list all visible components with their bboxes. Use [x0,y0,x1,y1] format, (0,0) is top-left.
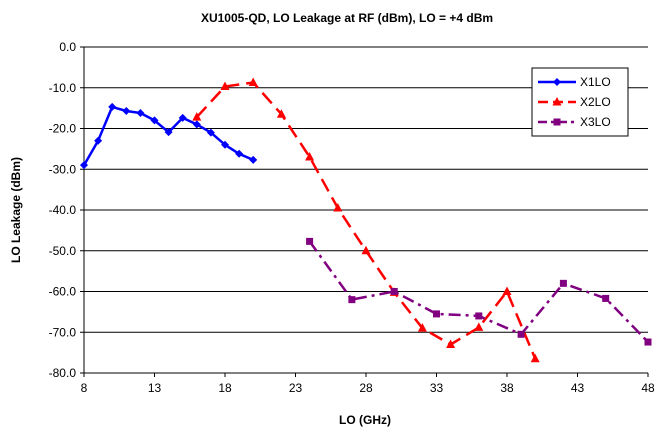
legend-entry-x1lo: X1LO [538,75,611,89]
legend-swatch-marker [552,97,562,106]
data-point-x1lo [108,102,117,111]
data-point-x2lo [305,152,315,161]
data-point-x1lo [80,161,88,170]
data-series [80,77,652,363]
data-point-x2lo [361,245,371,255]
data-point-x2lo [248,77,258,86]
y-axis-title: LO Leakage (dBm) [9,157,23,263]
data-point-x3lo [306,237,314,245]
y-tick-label: -70.0 [49,325,77,339]
data-point-x3lo [644,338,652,346]
x-tick-label: 8 [81,381,88,395]
data-point-x1lo [136,109,145,118]
data-point-x1lo [221,140,229,149]
data-point-x2lo [333,202,343,212]
x-axis-title: LO (GHz) [339,413,391,427]
x-tick-label: 18 [218,381,232,395]
data-point-x1lo [178,113,187,122]
data-point-x1lo [164,128,173,137]
series-x2lo [192,77,540,363]
data-point-x3lo [348,296,356,304]
data-point-x3lo [559,279,567,287]
x-tick-label: 38 [500,381,514,395]
x-tick-label: 33 [430,381,444,395]
data-point-x2lo [530,353,540,363]
legend: X1LO X2LO X3LO [531,67,629,137]
data-point-x2lo [417,323,427,332]
data-point-x1lo [150,116,159,125]
legend-label: X1LO [580,75,611,89]
data-point-x3lo [517,330,525,338]
data-point-x2lo [276,109,286,118]
x-tick-label: 43 [571,381,585,395]
y-tick-label: -80.0 [49,366,77,380]
data-point-x1lo [206,128,215,137]
legend-swatch-marker [553,78,561,86]
data-point-x3lo [433,310,440,318]
y-tick-label: -30.0 [49,162,77,176]
data-point-x3lo [390,288,398,295]
data-point-x2lo [446,339,456,348]
legend-label: X3LO [580,115,611,129]
series-x1lo [80,102,258,170]
data-point-x2lo [502,286,512,295]
data-point-x3lo [475,312,483,320]
data-point-x1lo [235,149,244,158]
data-point-x2lo [474,322,484,331]
y-tick-label: -10.0 [49,81,77,95]
chart-title: XU1005-QD, LO Leakage at RF (dBm), LO = … [201,11,493,25]
data-point-x2lo [192,112,202,121]
series-x3lo [306,237,652,346]
legend-entry-x2lo: X2LO [538,95,611,109]
x-tick-label: 48 [641,381,655,395]
data-point-x1lo [192,120,201,129]
y-tick-label: -60.0 [49,285,77,299]
tick-labels: 0.0 -10.0 -20.0 -30.0 -40.0 -50.0 -60.0 -70.0 -8… [49,40,655,395]
axes [80,46,649,377]
y-tick-label: -40.0 [49,203,77,217]
data-point-x3lo [602,294,610,302]
x-tick-label: 13 [148,381,162,395]
x-tick-label: 23 [289,381,303,395]
legend-swatch-marker [553,118,561,126]
y-tick-label: 0.0 [59,40,76,54]
data-point-x2lo [220,81,230,91]
y-tick-label: -50.0 [49,244,77,258]
data-point-x1lo [249,155,258,164]
legend-entry-x3lo: X3LO [538,115,611,129]
x-tick-label: 28 [359,381,373,395]
data-point-x1lo [94,136,103,145]
legend-label: X2LO [580,95,611,109]
y-tick-label: -20.0 [49,122,77,136]
data-point-x1lo [122,106,131,115]
